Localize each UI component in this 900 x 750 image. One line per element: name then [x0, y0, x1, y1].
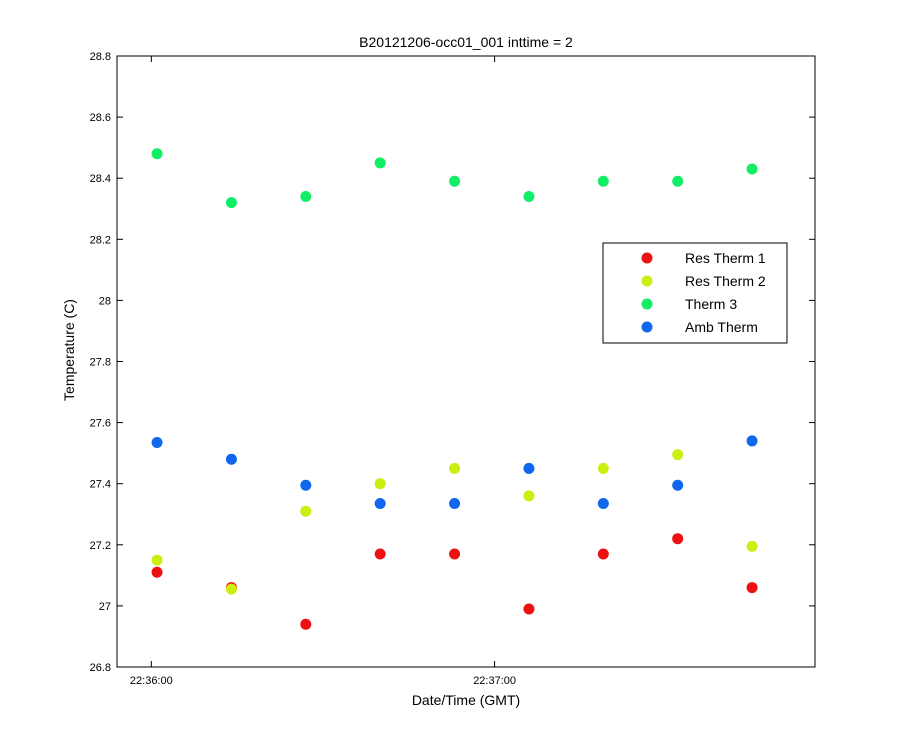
data-point	[374, 478, 386, 490]
data-point	[449, 462, 461, 474]
series-amb-therm	[151, 435, 758, 510]
data-point	[225, 197, 237, 209]
data-point	[449, 175, 461, 187]
y-tick-label: 26.8	[90, 662, 111, 674]
data-point	[597, 498, 609, 510]
y-tick-label: 28.2	[90, 234, 111, 246]
data-point	[300, 505, 312, 517]
data-point	[151, 566, 163, 578]
data-point	[374, 498, 386, 510]
y-tick-label: 28.4	[90, 173, 111, 185]
data-point	[672, 533, 684, 545]
data-point	[374, 157, 386, 169]
y-tick-label: 27.4	[90, 479, 111, 491]
x-tick-label: 22:36:00	[130, 675, 173, 687]
legend-box	[602, 242, 788, 344]
legend-label: Therm 3	[685, 296, 737, 312]
legend-marker	[641, 321, 653, 333]
data-point	[597, 175, 609, 187]
legend-marker	[641, 252, 653, 264]
data-point	[225, 583, 237, 595]
data-point	[151, 436, 163, 448]
data-point	[374, 548, 386, 560]
data-point	[672, 175, 684, 187]
y-tick-label: 27.8	[90, 357, 111, 369]
data-point	[672, 479, 684, 491]
chart-title: B20121206-occ01_001 inttime = 2	[359, 34, 573, 50]
data-point	[300, 191, 312, 203]
data-point	[449, 498, 461, 510]
y-tick-label: 28.8	[90, 51, 111, 63]
y-axis: 26.8 27 27.2 27.4 27.6 27.8 28 28.2 28.4 28.6 28.8	[90, 51, 815, 674]
data-point	[225, 453, 237, 465]
y-tick-label: 27.2	[90, 540, 111, 552]
y-tick-label: 28.6	[90, 112, 111, 124]
data-point	[449, 548, 461, 560]
data-point	[151, 148, 163, 160]
legend-marker	[641, 298, 653, 310]
data-point	[300, 618, 312, 630]
series-res-therm-2	[151, 449, 758, 595]
y-tick-label: 27	[99, 601, 111, 613]
data-point	[523, 462, 535, 474]
data-point	[746, 582, 758, 594]
x-axis-title: Date/Time (GMT)	[412, 692, 520, 708]
data-point	[746, 163, 758, 175]
data-point	[746, 540, 758, 552]
legend-label: Res Therm 1	[685, 250, 766, 266]
data-point	[523, 603, 535, 615]
data-point	[300, 479, 312, 491]
series-layer	[151, 148, 758, 630]
series-res-therm-1	[151, 533, 758, 630]
y-tick-label: 28	[99, 295, 111, 307]
data-point	[523, 191, 535, 203]
data-point	[597, 462, 609, 474]
legend: Res Therm 1 Res Therm 2 Therm 3 Amb Therm	[602, 242, 788, 344]
legend-label: Res Therm 2	[685, 273, 766, 289]
data-point	[597, 548, 609, 560]
x-tick-label: 22:37:00	[473, 675, 516, 687]
x-axis: 22:36:00 22:37:00	[130, 56, 516, 687]
y-axis-title: Temperature (C)	[61, 299, 77, 401]
series-therm-3	[151, 148, 758, 209]
data-point	[672, 449, 684, 461]
plot-frame	[116, 55, 816, 668]
legend-label: Amb Therm	[685, 319, 758, 335]
data-point	[523, 490, 535, 502]
data-point	[151, 554, 163, 566]
y-tick-label: 27.6	[90, 418, 111, 430]
data-point	[746, 435, 758, 447]
legend-marker	[641, 275, 653, 287]
